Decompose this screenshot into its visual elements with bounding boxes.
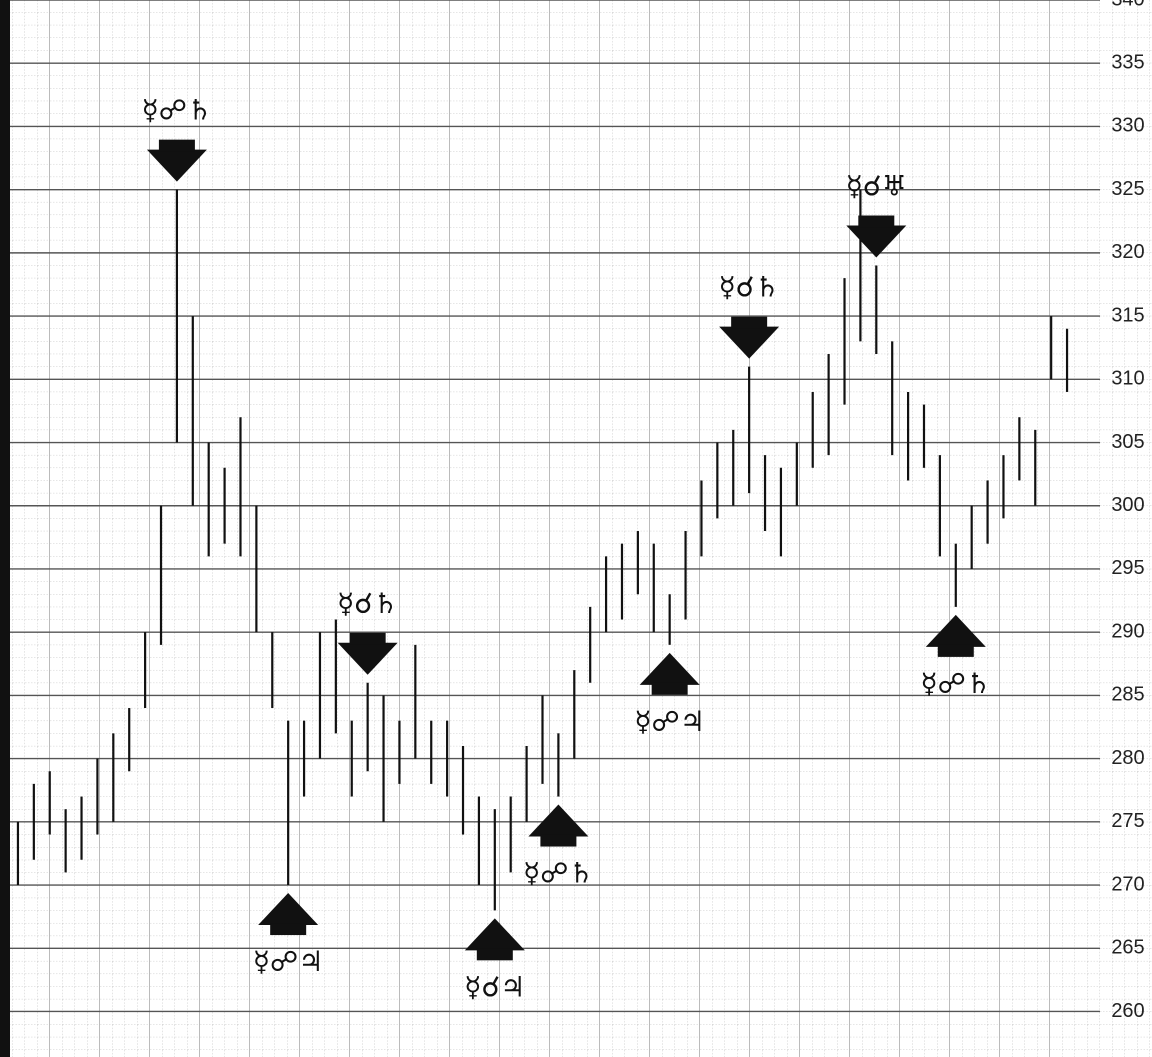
y-tick-label: 285: [1111, 684, 1144, 706]
y-tick-label: 305: [1111, 431, 1144, 453]
y-tick-label: 280: [1111, 747, 1144, 769]
y-tick-label: 340: [1111, 0, 1144, 10]
y-tick-label: 295: [1111, 557, 1144, 579]
y-tick-label: 310: [1111, 368, 1144, 390]
up-arrow-stem: [476, 948, 513, 961]
up-arrow: [639, 652, 700, 685]
y-tick-label: 270: [1111, 873, 1144, 895]
up-arrow-stem: [270, 923, 307, 936]
down-arrow: [337, 642, 398, 675]
annotation: ☿☌♃: [464, 970, 525, 1003]
annotation: ☿☍♄: [523, 857, 594, 890]
up-arrow: [528, 804, 589, 837]
down-arrow-stem: [858, 215, 895, 228]
y-tick-label: 325: [1111, 178, 1144, 200]
annotation: ☿☍♄: [142, 94, 213, 127]
y-tick-label: 320: [1111, 241, 1144, 263]
y-tick-label: 315: [1111, 304, 1144, 326]
down-arrow-stem: [349, 632, 386, 645]
y-tick-label: 330: [1111, 115, 1144, 137]
up-arrow-stem: [651, 682, 688, 695]
up-arrow-stem: [540, 834, 577, 847]
annotation: ☿☍♄: [920, 667, 991, 700]
up-arrow: [464, 918, 525, 951]
down-arrow-stem: [158, 139, 195, 152]
down-arrow: [846, 225, 907, 258]
up-arrow: [258, 893, 319, 926]
y-tick-label: 300: [1111, 494, 1144, 516]
y-tick-label: 260: [1111, 1000, 1144, 1022]
up-arrow: [925, 614, 986, 647]
y-tick-label: 275: [1111, 810, 1144, 832]
y-tick-label: 290: [1111, 620, 1144, 642]
down-arrow-stem: [731, 316, 768, 329]
y-tick-label: 265: [1111, 937, 1144, 959]
annotation: ☿☌♄: [337, 587, 398, 620]
down-arrow: [146, 149, 207, 182]
annotation: ☿☌♄: [719, 271, 780, 304]
scan-edge: [0, 0, 10, 1057]
up-arrow-stem: [937, 644, 974, 657]
annotation: ☿☍♃: [253, 945, 324, 978]
annotation: ☿☍♃: [634, 705, 705, 738]
down-arrow: [719, 326, 780, 359]
y-tick-label: 335: [1111, 51, 1144, 73]
annotation: ☿☌♅: [846, 170, 907, 203]
